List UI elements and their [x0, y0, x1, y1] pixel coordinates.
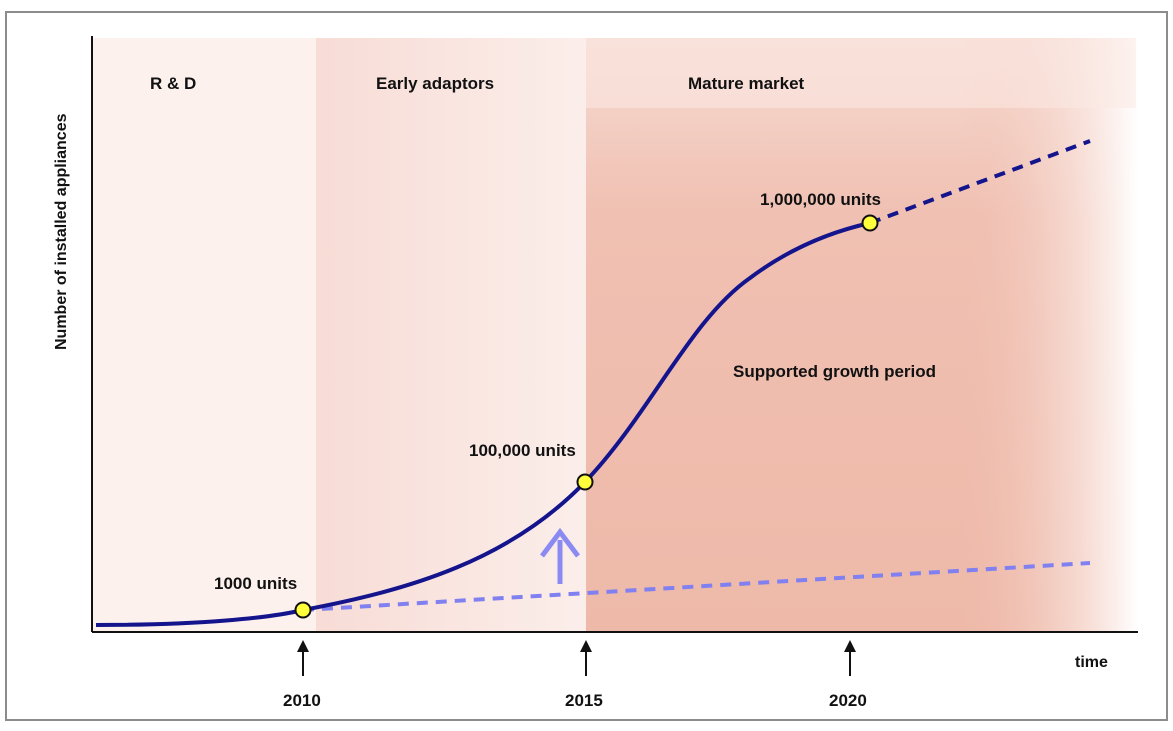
milestone-marker-1000 [294, 601, 312, 619]
milestone-marker-1000000 [861, 214, 879, 232]
milestone-label-1000: 1000 units [214, 574, 297, 593]
milestone-marker-100000 [576, 473, 594, 491]
y-axis-label: Number of installed appliances [53, 113, 70, 350]
year-label-2020: 2020 [829, 691, 867, 710]
phase-label-mature: Mature market [688, 74, 805, 93]
phase-band-rnd [92, 38, 316, 632]
x-axis-label: time [1075, 654, 1108, 671]
period-label: Supported growth period [733, 362, 936, 381]
phase-band-fade [960, 38, 1138, 632]
support-arrow-icon [540, 527, 580, 584]
phase-label-rnd: R & D [150, 74, 196, 93]
year-label-2015: 2015 [565, 691, 603, 710]
phase-band-mature-top [586, 38, 1136, 108]
projected-growth-line [869, 139, 1091, 225]
year-arrow-2015 [580, 640, 592, 676]
growth-curve [95, 221, 871, 627]
year-label-2010: 2010 [283, 691, 321, 710]
year-arrow-2010 [297, 640, 309, 676]
year-arrow-2020 [844, 640, 856, 676]
phase-band-early [316, 38, 586, 632]
milestone-label-1000000: 1,000,000 units [760, 190, 881, 209]
milestone-label-100000: 100,000 units [469, 441, 576, 460]
phase-label-early: Early adaptors [376, 74, 494, 93]
